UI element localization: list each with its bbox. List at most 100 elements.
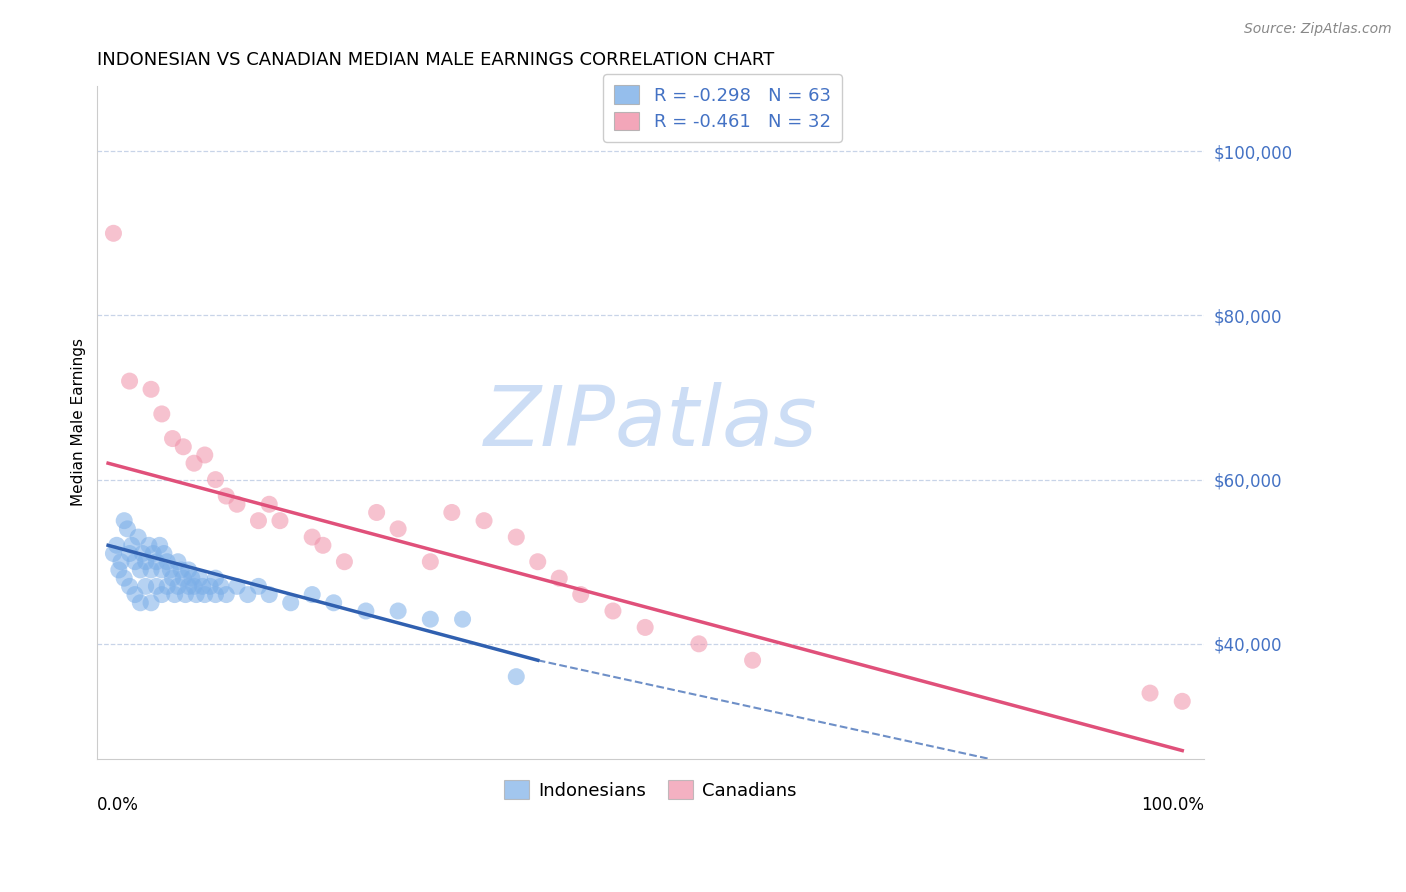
Point: [419, 555, 441, 569]
Point: [145, 555, 167, 569]
Point: [322, 596, 344, 610]
Point: [226, 497, 249, 511]
Point: [183, 579, 205, 593]
Point: [257, 497, 280, 511]
Point: [110, 555, 132, 569]
Point: [159, 563, 181, 577]
Text: 0.0%: 0.0%: [97, 796, 139, 814]
Point: [135, 579, 157, 593]
Point: [569, 588, 592, 602]
Point: [194, 448, 217, 462]
Point: [257, 588, 280, 602]
Point: [505, 670, 527, 684]
Point: [105, 538, 128, 552]
Point: [333, 555, 356, 569]
Point: [419, 612, 441, 626]
Point: [180, 571, 202, 585]
Point: [451, 612, 474, 626]
Point: [174, 588, 197, 602]
Point: [167, 555, 190, 569]
Point: [194, 588, 217, 602]
Point: [526, 555, 548, 569]
Point: [150, 563, 173, 577]
Legend: Indonesians, Canadians: Indonesians, Canadians: [494, 769, 807, 810]
Point: [236, 588, 259, 602]
Point: [135, 555, 157, 569]
Point: [156, 555, 179, 569]
Text: ZIPatlas: ZIPatlas: [484, 382, 817, 463]
Point: [112, 514, 135, 528]
Point: [215, 489, 238, 503]
Point: [142, 547, 165, 561]
Y-axis label: Median Male Earnings: Median Male Earnings: [72, 338, 86, 506]
Point: [312, 538, 335, 552]
Point: [548, 571, 571, 585]
Point: [127, 530, 149, 544]
Point: [129, 563, 152, 577]
Point: [103, 227, 125, 241]
Point: [688, 637, 710, 651]
Point: [149, 538, 172, 552]
Point: [139, 382, 162, 396]
Point: [1171, 694, 1194, 708]
Point: [204, 473, 226, 487]
Text: Source: ZipAtlas.com: Source: ZipAtlas.com: [1244, 22, 1392, 37]
Point: [741, 653, 763, 667]
Point: [150, 407, 173, 421]
Point: [387, 522, 409, 536]
Point: [150, 588, 173, 602]
Point: [103, 547, 125, 561]
Point: [163, 588, 186, 602]
Point: [162, 432, 184, 446]
Point: [602, 604, 624, 618]
Point: [153, 547, 176, 561]
Point: [472, 514, 495, 528]
Point: [366, 506, 388, 520]
Point: [139, 596, 162, 610]
Point: [162, 571, 184, 585]
Point: [121, 538, 143, 552]
Point: [138, 538, 160, 552]
Point: [139, 563, 162, 577]
Point: [118, 547, 141, 561]
Point: [177, 563, 200, 577]
Text: INDONESIAN VS CANADIAN MEDIAN MALE EARNINGS CORRELATION CHART: INDONESIAN VS CANADIAN MEDIAN MALE EARNI…: [97, 51, 775, 69]
Point: [167, 579, 190, 593]
Point: [209, 579, 232, 593]
Point: [204, 571, 226, 585]
Point: [170, 563, 193, 577]
Point: [156, 579, 179, 593]
Point: [354, 604, 377, 618]
Point: [183, 456, 205, 470]
Point: [129, 596, 152, 610]
Point: [440, 506, 463, 520]
Point: [177, 579, 200, 593]
Point: [124, 588, 146, 602]
Point: [188, 571, 211, 585]
Point: [191, 579, 214, 593]
Point: [172, 440, 194, 454]
Point: [118, 374, 141, 388]
Point: [172, 571, 194, 585]
Point: [1139, 686, 1161, 700]
Point: [204, 588, 226, 602]
Point: [301, 530, 323, 544]
Point: [505, 530, 527, 544]
Point: [280, 596, 302, 610]
Point: [215, 588, 238, 602]
Point: [117, 522, 139, 536]
Point: [247, 579, 270, 593]
Point: [247, 514, 270, 528]
Point: [634, 620, 657, 634]
Point: [118, 579, 141, 593]
Point: [112, 571, 135, 585]
Point: [198, 579, 221, 593]
Point: [145, 579, 167, 593]
Point: [186, 588, 208, 602]
Point: [131, 547, 153, 561]
Point: [301, 588, 323, 602]
Point: [108, 563, 131, 577]
Point: [387, 604, 409, 618]
Point: [124, 555, 146, 569]
Text: 100.0%: 100.0%: [1140, 796, 1204, 814]
